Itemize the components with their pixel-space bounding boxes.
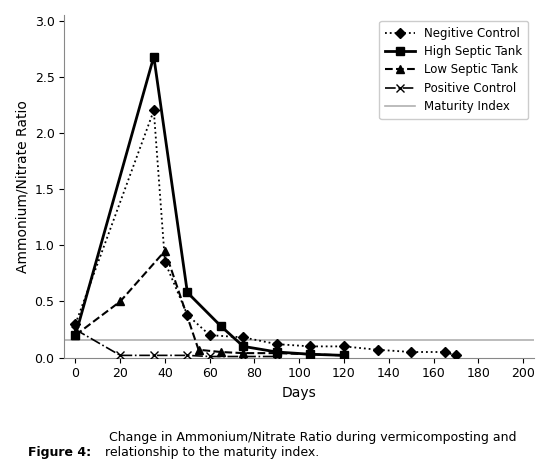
High Septic Tank [341, 353, 347, 358]
Negitive Control [452, 353, 459, 358]
High Septic Tank [307, 351, 314, 357]
X-axis label: Days: Days [282, 386, 317, 400]
Line: High Septic Tank: High Septic Tank [71, 53, 348, 360]
Negitive Control [441, 349, 448, 355]
Y-axis label: Ammonium/Nitrate Ratio: Ammonium/Nitrate Ratio [15, 100, 29, 273]
Negitive Control [72, 321, 79, 327]
High Septic Tank [273, 349, 280, 355]
Line: Low Septic Tank: Low Septic Tank [71, 247, 348, 360]
Low Septic Tank [117, 299, 123, 304]
Legend: Negitive Control, High Septic Tank, Low Septic Tank, Positive Control, Maturity : Negitive Control, High Septic Tank, Low … [380, 21, 528, 119]
Negitive Control [207, 332, 213, 338]
Low Septic Tank [161, 248, 168, 254]
Negitive Control [273, 342, 280, 347]
Positive Control [207, 354, 213, 359]
Negitive Control [161, 260, 168, 265]
Positive Control [184, 353, 191, 358]
Line: Negitive Control: Negitive Control [72, 107, 460, 359]
Negitive Control [240, 335, 247, 340]
Low Septic Tank [307, 351, 314, 357]
Low Septic Tank [273, 350, 280, 356]
Low Septic Tank [218, 349, 224, 355]
Positive Control [273, 354, 280, 359]
High Septic Tank [218, 324, 224, 329]
Low Septic Tank [72, 332, 79, 338]
Negitive Control [408, 349, 414, 355]
Text: Change in Ammonium/Nitrate Ratio during vermicomposting and
relationship to the : Change in Ammonium/Nitrate Ratio during … [105, 431, 516, 459]
Negitive Control [374, 347, 381, 353]
High Septic Tank [240, 343, 247, 349]
Positive Control [72, 327, 79, 332]
Low Septic Tank [195, 347, 202, 353]
High Septic Tank [72, 332, 79, 338]
Negitive Control [307, 343, 314, 349]
Positive Control [150, 353, 157, 358]
Negitive Control [341, 343, 347, 349]
Low Septic Tank [240, 350, 247, 356]
High Septic Tank [150, 54, 157, 59]
Positive Control [240, 354, 247, 359]
Positive Control [117, 353, 123, 358]
Negitive Control [184, 312, 191, 318]
Text: Figure 4:: Figure 4: [28, 446, 91, 459]
Negitive Control [150, 108, 157, 113]
High Septic Tank [184, 290, 191, 295]
Low Septic Tank [341, 353, 347, 358]
Line: Positive Control: Positive Control [71, 325, 281, 361]
